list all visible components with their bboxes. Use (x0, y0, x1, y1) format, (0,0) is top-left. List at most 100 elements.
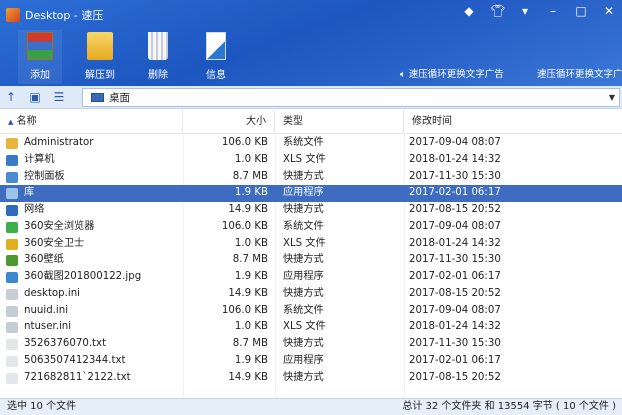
minimize-icon[interactable]: – (550, 4, 556, 18)
info-label: 信息 (206, 70, 226, 81)
file-type: 系统文件 (283, 220, 324, 232)
column-size[interactable]: 大小 (183, 110, 275, 134)
file-row[interactable]: 库 1.9 KB 应用程序 2017-02-01 06:17 (0, 185, 622, 202)
file-row[interactable]: 360安全卫士 1.0 KB XLS 文件 2018-01-24 14:32 (0, 236, 622, 253)
file-size: 1.9 KB (234, 187, 268, 199)
text-file-icon (6, 339, 18, 350)
add-label: 添加 (30, 70, 50, 81)
skin-diamond-icon[interactable]: ◆ (464, 4, 474, 18)
app-icon (6, 8, 20, 22)
file-size: 106.0 KB (221, 220, 268, 232)
ad-text-2[interactable]: 速压循环更换文字广告 (537, 66, 622, 80)
desktop-view-icon[interactable]: ▣ (29, 90, 41, 104)
info-button[interactable]: 信息 (194, 32, 238, 81)
file-row[interactable]: 360壁纸 8.7 MB 快捷方式 2017-11-30 15:30 (0, 252, 622, 269)
divider (183, 134, 184, 398)
window-title-text: Desktop - 速压 (25, 9, 104, 22)
status-bar: 选中 10 个文件 总计 32 个文件夹 和 13554 字节 ( 10 个文件… (0, 398, 622, 415)
file-size: 8.7 MB (232, 338, 268, 349)
file-row[interactable]: 网络 14.9 KB 快捷方式 2017-08-15 20:52 (0, 202, 622, 219)
extract-folder-icon (87, 32, 113, 60)
file-date: 2017-09-04 08:07 (409, 220, 501, 232)
column-date[interactable]: 修改时间 (412, 116, 452, 127)
file-type: 快捷方式 (283, 338, 324, 349)
file-name: 360壁纸 (24, 254, 64, 266)
column-name-label: 名称 (16, 116, 37, 127)
extract-to-label: 解压到 (85, 70, 115, 81)
menu-dropdown-icon[interactable]: ▾ (521, 4, 529, 18)
computer-icon (6, 154, 18, 166)
ad-text-1[interactable]: 🔈︎ 速压循环更换文字广告 (400, 69, 504, 80)
wallpaper-360-icon (6, 255, 18, 267)
add-button[interactable]: 添加 (18, 30, 62, 84)
file-size: 8.7 MB (232, 170, 268, 182)
file-name: desktop.ini (24, 287, 80, 299)
file-type: 应用程序 (283, 187, 324, 199)
file-size: 1.0 KB (234, 321, 268, 333)
file-row[interactable]: ntuser.ini 1.0 KB XLS 文件 2018-01-24 14:3… (0, 319, 622, 336)
file-type: 快捷方式 (283, 287, 324, 299)
file-size: 14.9 KB (228, 204, 268, 215)
text-file-icon (6, 355, 18, 367)
file-name: 360安全卫士 (24, 237, 85, 249)
file-type: 快捷方式 (283, 204, 324, 215)
file-type: XLS 文件 (283, 153, 326, 165)
file-type: 系统文件 (283, 304, 324, 316)
column-type[interactable]: 类型 (275, 110, 404, 134)
column-name[interactable]: ▲ 名称 (0, 110, 183, 134)
library-icon (6, 188, 18, 200)
file-type: XLS 文件 (283, 237, 326, 249)
file-type: 应用程序 (283, 354, 324, 366)
file-date: 2018-01-24 14:32 (409, 237, 501, 249)
file-type: 应用程序 (283, 271, 324, 282)
file-row[interactable]: desktop.ini 14.9 KB 快捷方式 2017-08-15 20:5… (0, 286, 622, 303)
info-doc-icon (206, 32, 226, 60)
text-file-icon (6, 372, 18, 384)
file-size: 14.9 KB (228, 287, 268, 299)
close-icon[interactable]: ✕ (603, 4, 615, 18)
maximize-icon[interactable]: □ (575, 4, 587, 18)
ini-file-icon (6, 322, 18, 334)
file-row[interactable]: 360截图201800122.jpg 1.9 KB 应用程序 2017-02-0… (0, 269, 622, 286)
file-row[interactable]: nuuid.ini 106.0 KB 系统文件 2017-09-04 08:07 (0, 303, 622, 320)
trash-icon (148, 32, 168, 60)
file-row[interactable]: 3526376070.txt 8.7 MB 快捷方式 2017-11-30 15… (0, 336, 622, 353)
delete-label: 删除 (148, 70, 168, 81)
network-icon (6, 205, 18, 216)
file-row[interactable]: 控制面板 8.7 MB 快捷方式 2017-11-30 15:30 (0, 169, 622, 186)
shirt-icon[interactable]: 👕︎ (490, 4, 506, 18)
list-view-icon[interactable]: ☰ (53, 90, 65, 104)
file-name: 网络 (24, 204, 45, 215)
file-name: 计算机 (24, 153, 55, 165)
file-date: 2017-11-30 15:30 (409, 170, 501, 182)
control-panel-icon (6, 171, 18, 183)
add-archive-icon (27, 32, 53, 60)
file-size: 1.9 KB (234, 354, 268, 366)
file-size: 1.0 KB (234, 153, 268, 165)
file-row[interactable]: Administrator 106.0 KB 系统文件 2017-09-04 0… (0, 135, 622, 152)
total-status: 总计 32 个文件夹 和 13554 字节 ( 10 个文件 ) (402, 401, 616, 412)
file-size: 8.7 MB (232, 254, 268, 266)
file-size: 1.0 KB (234, 237, 268, 249)
file-type: 快捷方式 (283, 371, 324, 383)
file-row[interactable]: 计算机 1.0 KB XLS 文件 2018-01-24 14:32 (0, 152, 622, 169)
file-size: 106.0 KB (221, 304, 268, 316)
file-row[interactable]: 360安全浏览器 106.0 KB 系统文件 2017-09-04 08:07 (0, 219, 622, 236)
image-icon (6, 272, 18, 283)
address-bar: ↑ ▣ ☰ 桌面 ▼ (0, 86, 622, 109)
dropdown-arrow-icon[interactable]: ▼ (608, 93, 615, 102)
ad-text-1-label: 速压循环更换文字广告 (408, 69, 504, 80)
up-arrow-icon[interactable]: ↑ (5, 90, 17, 104)
file-row[interactable]: 721682811`2122.txt 14.9 KB 快捷方式 2017-08-… (0, 370, 622, 387)
path-combobox[interactable]: 桌面 ▼ (82, 88, 620, 107)
file-row[interactable]: 5063507412344.txt 1.9 KB 应用程序 2017-02-01… (0, 353, 622, 370)
column-header: ▲ 名称 大小 类型 修改时间 (0, 110, 622, 134)
ini-file-icon (6, 305, 18, 317)
file-date: 2017-09-04 08:07 (409, 137, 501, 148)
browser-360-icon (6, 221, 18, 233)
folder-icon (6, 138, 18, 149)
delete-button[interactable]: 删除 (136, 32, 180, 81)
file-date: 2018-01-24 14:32 (409, 321, 501, 333)
file-size: 1.9 KB (234, 271, 268, 282)
extract-to-button[interactable]: 解压到 (78, 32, 122, 81)
